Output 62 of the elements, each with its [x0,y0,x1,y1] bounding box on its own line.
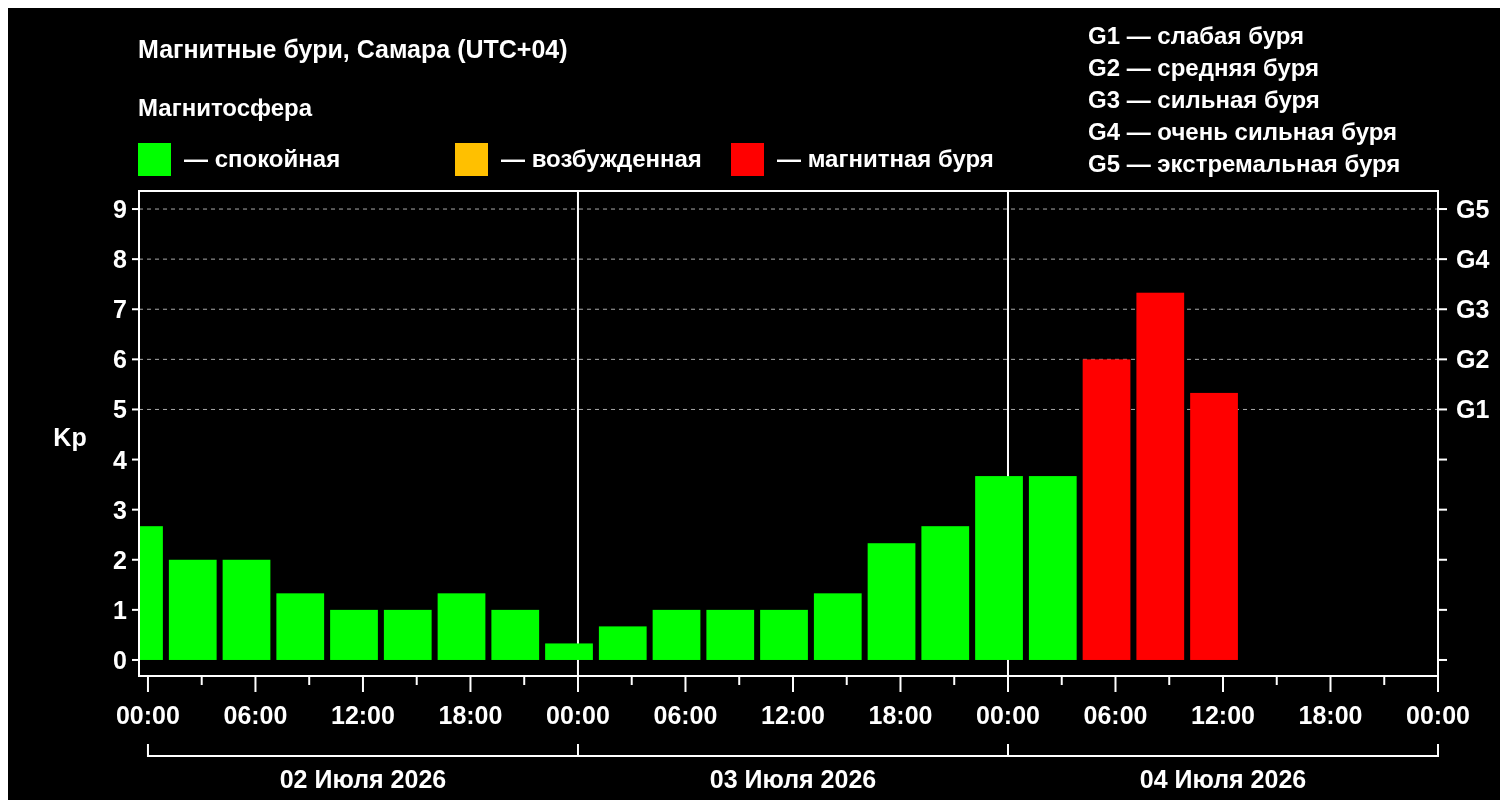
ref-line-label: G3 [1456,295,1490,324]
x-tick-label: 18:00 [868,701,933,729]
legend-label: — возбужденная [501,145,702,172]
bar [813,593,862,660]
y-tick-label: 1 [113,595,128,624]
bar [975,476,1023,660]
x-tick-label: 06:00 [653,701,718,729]
y-tick-label: 9 [113,195,127,224]
legend-label: — спокойная [184,145,341,172]
text: G4 — очень сильная буря [1088,118,1398,145]
y-tick-label: 7 [113,295,127,324]
ref-line-label: G5 [1456,195,1490,224]
chart-title: Магнитные бури, Самара (UTC+04) [138,35,568,63]
bar [598,626,647,660]
x-tick-label: 06:00 [1083,701,1148,729]
text: G3 — сильная буря [1088,86,1320,113]
bar [867,543,916,660]
text: G5 — экстремальная буря [1088,150,1401,177]
text: 02 Июля 2026 [279,765,447,793]
bar [760,609,808,660]
y-axis-title: Kp [53,423,87,451]
x-tick-label: 00:00 [115,701,180,729]
bar [652,609,701,660]
x-tick-label: 00:00 [546,701,610,729]
y-tick-label: 0 [113,645,127,674]
bar [1082,359,1131,660]
x-tick-label: 12:00 [761,701,825,729]
y-tick-label: 2 [113,545,127,574]
x-tick-label: 18:00 [1298,701,1363,729]
legend-label: — магнитная буря [777,145,994,172]
bar [276,593,325,660]
text: 04 Июля 2026 [1139,765,1307,793]
ref-line-label: G2 [1456,345,1490,374]
bar [1136,292,1185,660]
y-tick-label: 4 [113,445,128,474]
text: G1 — слабая буря [1088,22,1305,49]
text: 03 Июля 2026 [709,765,877,793]
bar [437,593,486,660]
x-tick-label: 12:00 [330,701,395,729]
legend-title: Магнитосфера [138,94,313,121]
x-tick-label: 12:00 [1191,701,1255,729]
bar [491,609,540,660]
y-tick-label: 3 [113,495,127,524]
bar [545,643,593,660]
ref-line-label: G1 [1456,395,1490,424]
x-tick-label: 06:00 [223,701,288,729]
y-tick-label: 8 [113,245,128,274]
text: G2 — средняя буря [1088,54,1319,81]
x-tick-label: 00:00 [976,701,1040,729]
bar [921,526,970,660]
bar [1028,476,1077,660]
bar [222,559,271,660]
y-tick-label: 5 [113,395,128,424]
bar [330,609,378,660]
y-tick-label: 6 [113,345,127,374]
bar [706,609,755,660]
bar [168,559,217,660]
bar [383,609,432,660]
x-tick-label: 00:00 [1406,701,1470,729]
ref-line-label: G4 [1456,245,1490,274]
bar [1190,392,1238,660]
x-tick-label: 18:00 [438,701,503,729]
